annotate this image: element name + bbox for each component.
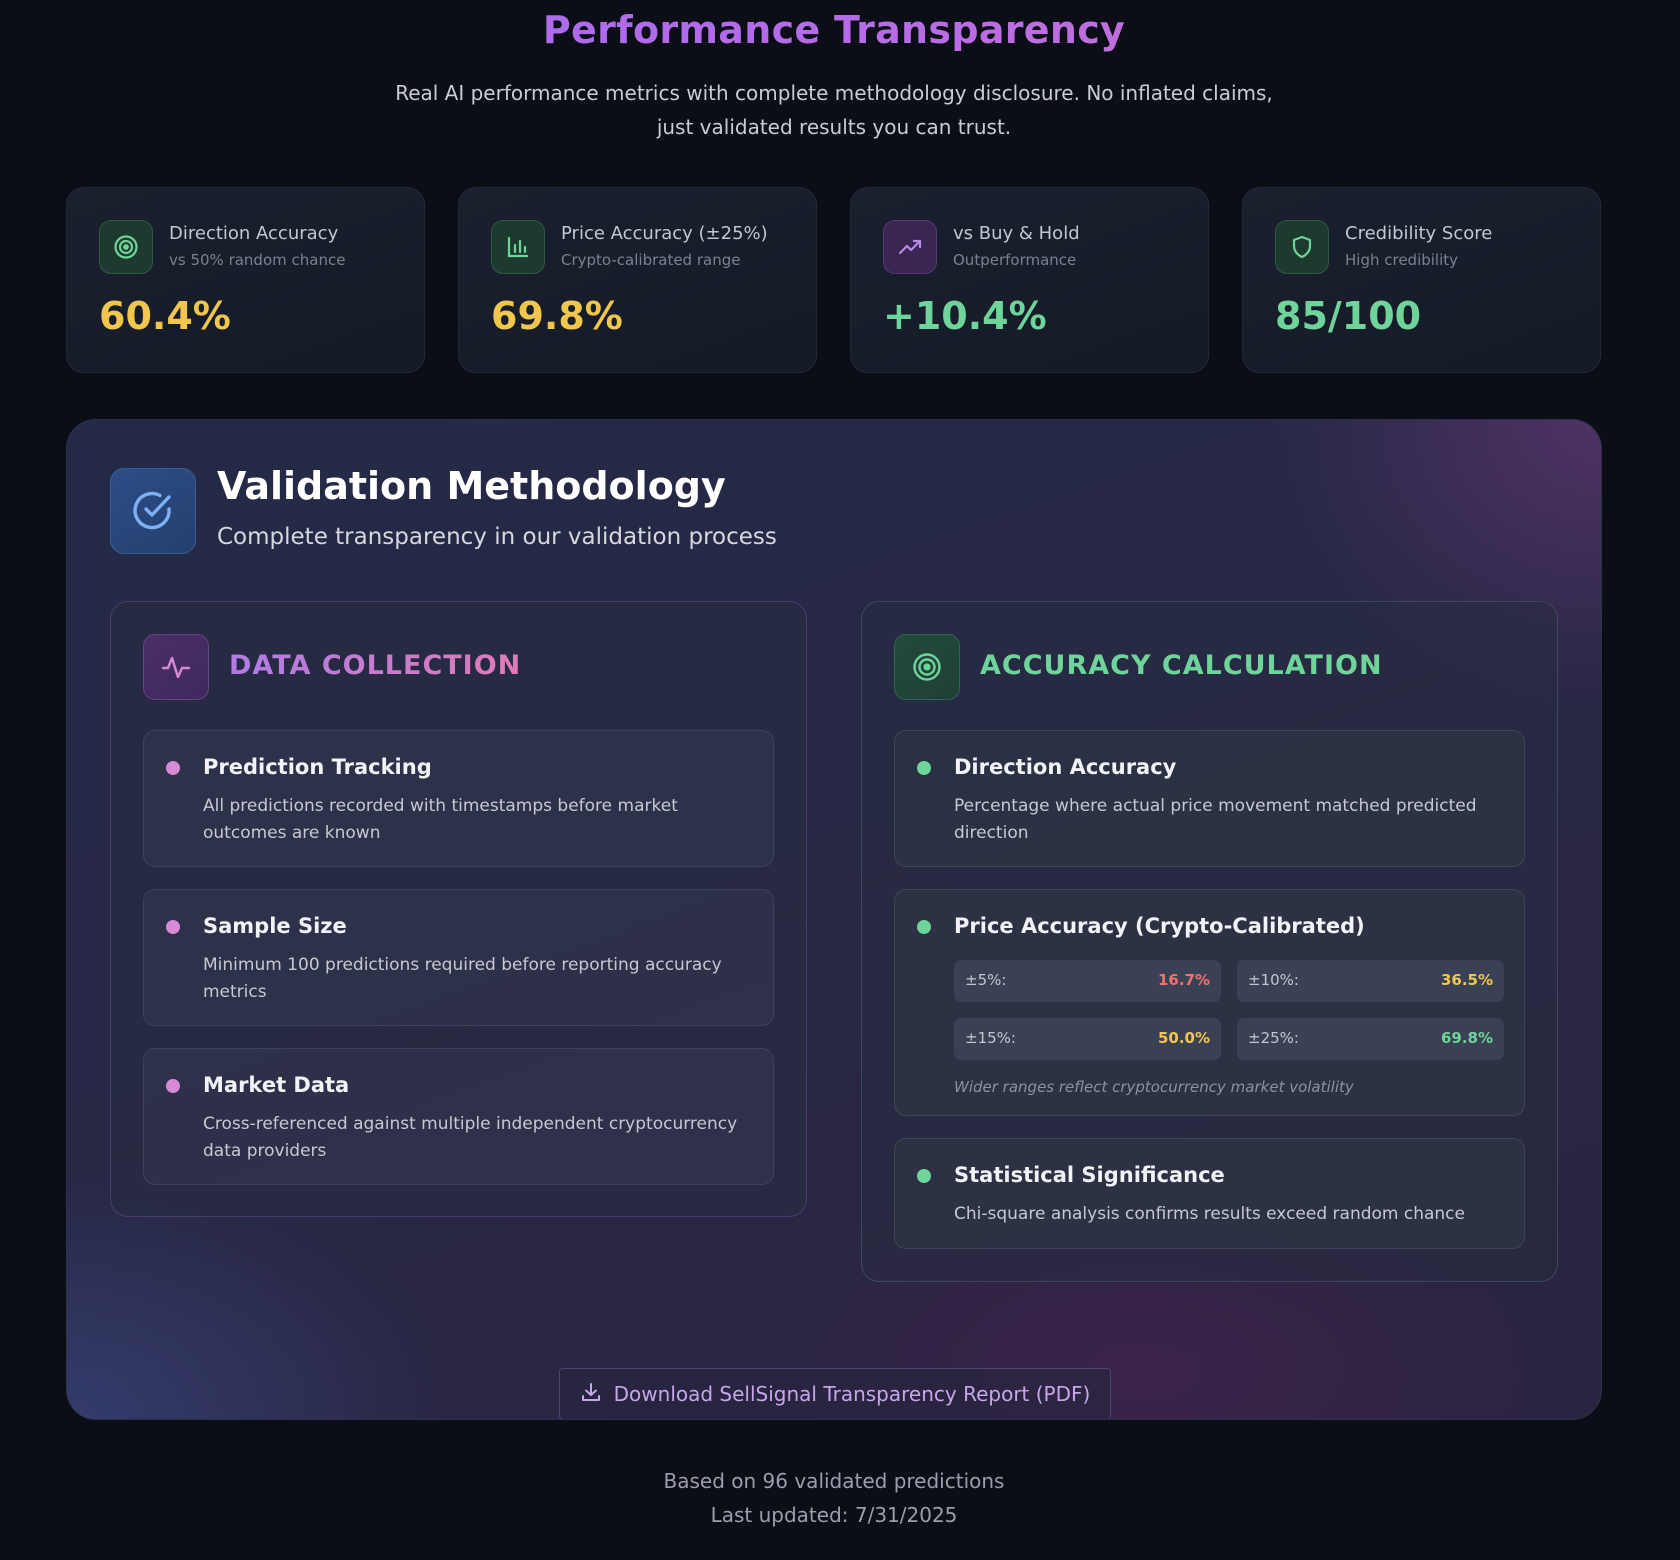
- download-icon: [580, 1381, 602, 1408]
- range-cell-5: ±5%: 16.7%: [954, 960, 1221, 1002]
- accuracy-calculation-title: ACCURACY CALCULATION: [980, 650, 1383, 681]
- list-item: Direction Accuracy Percentage where actu…: [894, 730, 1525, 867]
- trending-up-icon: [883, 220, 937, 274]
- range-label: ±5%:: [965, 971, 1007, 989]
- item-description: Chi-square analysis confirms results exc…: [954, 1204, 1465, 1224]
- list-item: Price Accuracy (Crypto-Calibrated) ±5%: …: [894, 889, 1525, 1116]
- bullet-dot: [166, 761, 180, 775]
- check-circle-icon: [110, 468, 196, 554]
- metric-sublabel: Crypto-calibrated range: [561, 251, 741, 269]
- range-cell-25: ±25%: 69.8%: [1237, 1018, 1504, 1060]
- download-report-button[interactable]: Download SellSignal Transparency Report …: [559, 1368, 1111, 1419]
- metric-sublabel: High credibility: [1345, 251, 1459, 269]
- accuracy-calculation-card: ACCURACY CALCULATION Direction Accuracy …: [861, 601, 1558, 1282]
- footer: Based on 96 validated predictions Last u…: [0, 1464, 1668, 1532]
- list-item: Sample Size Minimum 100 predictions requ…: [143, 889, 774, 1026]
- metric-card-price-accuracy: Price Accuracy (±25%) Crypto-calibrated …: [458, 187, 817, 373]
- metric-card-credibility-score: Credibility Score High credibility 85/10…: [1242, 187, 1601, 373]
- item-title: Direction Accuracy: [954, 755, 1177, 779]
- bar-chart-icon: [491, 220, 545, 274]
- range-value: 16.7%: [1157, 971, 1210, 989]
- validation-methodology-panel: Validation Methodology Complete transpar…: [66, 419, 1602, 1420]
- methodology-title: Validation Methodology: [217, 464, 726, 508]
- metric-cards: Direction Accuracy vs 50% random chance …: [66, 187, 1602, 375]
- target-icon: [894, 634, 960, 700]
- range-value: 69.8%: [1440, 1029, 1493, 1047]
- range-cell-10: ±10%: 36.5%: [1237, 960, 1504, 1002]
- metric-value: 60.4%: [99, 294, 231, 338]
- metric-label: Price Accuracy (±25%): [561, 223, 768, 244]
- metric-value: 69.8%: [491, 294, 623, 338]
- methodology-subtitle: Complete transparency in our validation …: [217, 524, 777, 550]
- range-label: ±25%:: [1248, 1029, 1299, 1047]
- range-value: 50.0%: [1157, 1029, 1210, 1047]
- bullet-dot: [917, 761, 931, 775]
- data-collection-card: DATA COLLECTION Prediction Tracking All …: [110, 601, 807, 1217]
- range-cell-15: ±15%: 50.0%: [954, 1018, 1221, 1060]
- download-report-label: Download SellSignal Transparency Report …: [613, 1382, 1091, 1406]
- item-title: Sample Size: [203, 914, 347, 938]
- metric-value: 85/100: [1275, 294, 1422, 338]
- metric-card-vs-buy-hold: vs Buy & Hold Outperformance +10.4%: [850, 187, 1209, 373]
- metric-sublabel: vs 50% random chance: [169, 251, 346, 269]
- data-collection-title: DATA COLLECTION: [229, 650, 522, 681]
- bullet-dot: [917, 1169, 931, 1183]
- footer-sample-count: Based on 96 validated predictions: [663, 1469, 1005, 1493]
- range-value: 36.5%: [1440, 971, 1493, 989]
- list-item: Statistical Significance Chi-square anal…: [894, 1138, 1525, 1249]
- item-description: Cross-referenced against multiple indepe…: [203, 1114, 738, 1161]
- item-title: Market Data: [203, 1073, 350, 1097]
- range-label: ±15%:: [965, 1029, 1016, 1047]
- metric-label: Direction Accuracy: [169, 223, 339, 244]
- target-icon: [99, 220, 153, 274]
- range-note: Wider ranges reflect cryptocurrency mark…: [954, 1078, 1354, 1096]
- page-title: Performance Transparency: [0, 8, 1668, 52]
- bullet-dot: [166, 920, 180, 934]
- bullet-dot: [166, 1079, 180, 1093]
- item-description: Percentage where actual price movement m…: [954, 796, 1477, 843]
- activity-icon: [143, 634, 209, 700]
- item-title: Price Accuracy (Crypto-Calibrated): [954, 914, 1365, 938]
- metric-label: Credibility Score: [1345, 223, 1493, 244]
- accuracy-range-grid: ±5%: 16.7% ±10%: 36.5% ±15%: 50.0% ±25%:…: [954, 960, 1504, 1070]
- list-item: Market Data Cross-referenced against mul…: [143, 1048, 774, 1185]
- range-label: ±10%:: [1248, 971, 1299, 989]
- metric-card-direction-accuracy: Direction Accuracy vs 50% random chance …: [66, 187, 425, 373]
- item-description: Minimum 100 predictions required before …: [203, 955, 722, 1002]
- bullet-dot: [917, 920, 931, 934]
- metric-value: +10.4%: [883, 294, 1047, 338]
- shield-icon: [1275, 220, 1329, 274]
- item-title: Statistical Significance: [954, 1163, 1225, 1187]
- list-item: Prediction Tracking All predictions reco…: [143, 730, 774, 867]
- item-title: Prediction Tracking: [203, 755, 432, 779]
- item-description: All predictions recorded with timestamps…: [203, 796, 678, 843]
- metric-sublabel: Outperformance: [953, 251, 1077, 269]
- footer-last-updated: Last updated: 7/31/2025: [710, 1503, 958, 1527]
- metric-label: vs Buy & Hold: [953, 223, 1080, 244]
- page-subtitle: Real AI performance metrics with complet…: [395, 81, 1273, 139]
